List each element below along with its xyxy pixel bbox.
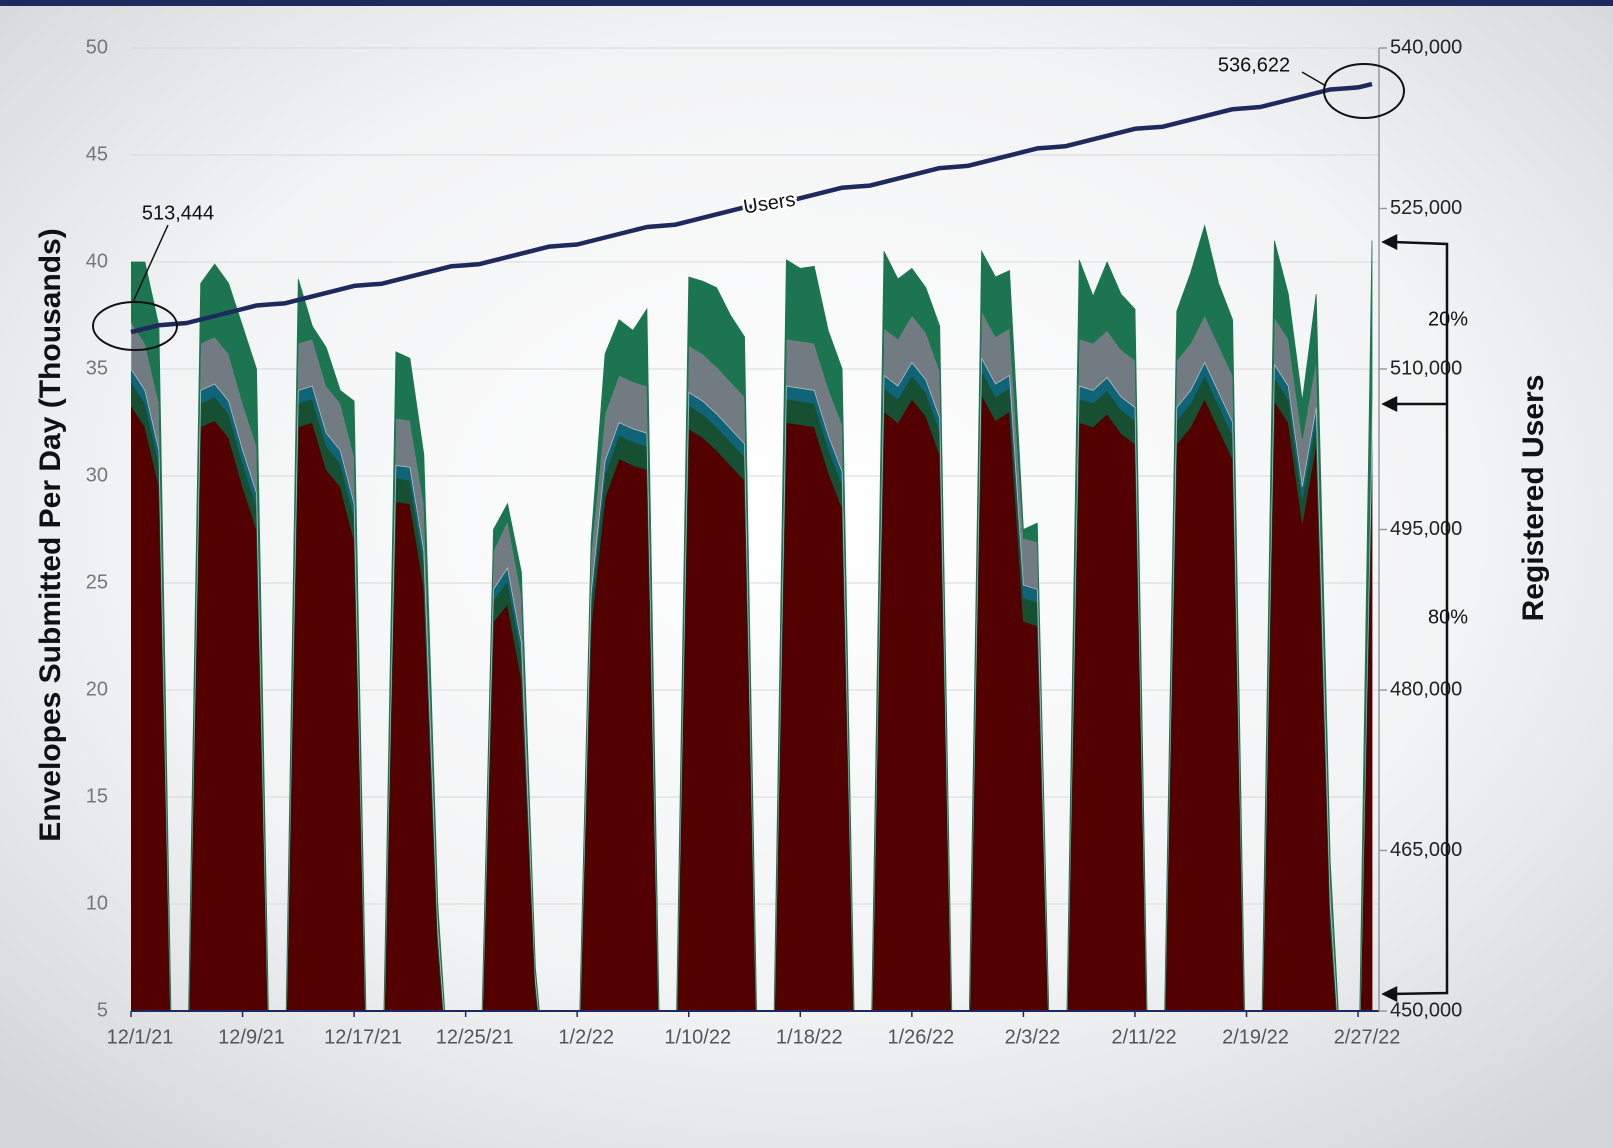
y-tick-label: 40 bbox=[86, 250, 108, 272]
x-tick-label: 2/3/22 bbox=[1005, 1026, 1061, 1048]
y2-axis-label: Registered Users bbox=[1517, 375, 1550, 622]
stacked-area bbox=[131, 309, 1373, 1011]
x-tick-label: 2/11/22 bbox=[1111, 1026, 1176, 1048]
y-tick-label: 10 bbox=[86, 892, 108, 914]
leader-line bbox=[1301, 71, 1327, 87]
stacked-area bbox=[131, 393, 1373, 1011]
x-tick-label: 12/9/21 bbox=[218, 1026, 285, 1048]
x-tick-label: 12/1/21 bbox=[107, 1026, 174, 1048]
y2-tick-label: 480,000 bbox=[1390, 678, 1462, 700]
y-tick-label: 20 bbox=[86, 678, 108, 700]
data-label: 513,444 bbox=[142, 202, 214, 224]
annotation: 20% bbox=[1428, 308, 1468, 330]
y2-tick-label: 495,000 bbox=[1390, 518, 1462, 540]
x-tick-label: 1/10/22 bbox=[664, 1026, 731, 1048]
y-tick-label: 25 bbox=[86, 571, 108, 593]
highlight-ellipse bbox=[1323, 63, 1405, 119]
data-label: 536,622 bbox=[1218, 54, 1290, 76]
annotation: 80% bbox=[1428, 606, 1468, 628]
stacked-area bbox=[131, 224, 1373, 1011]
y-tick-label: 30 bbox=[86, 464, 108, 486]
y-tick-label: 50 bbox=[86, 36, 108, 58]
y-axis-label: Envelopes Submitted Per Day (Thousands) bbox=[34, 228, 67, 841]
bracket bbox=[1381, 233, 1449, 1003]
x-tick-label: 2/19/22 bbox=[1222, 1026, 1289, 1048]
leader-line bbox=[132, 224, 169, 303]
x-tick-label: 12/25/21 bbox=[436, 1026, 514, 1048]
x-tick-label: 12/17/21 bbox=[324, 1026, 402, 1048]
top-bar bbox=[0, 0, 1613, 6]
highlight-ellipse bbox=[92, 301, 178, 351]
users-line bbox=[130, 81, 1373, 335]
x-tick-label: 1/26/22 bbox=[887, 1026, 954, 1048]
x-tick-label: 2/27/22 bbox=[1334, 1026, 1401, 1048]
y-tick-label: 5 bbox=[97, 999, 108, 1021]
y-tick-label: 45 bbox=[86, 143, 108, 165]
y2-tick-label: 525,000 bbox=[1390, 197, 1462, 219]
y2-tick-label: 510,000 bbox=[1390, 357, 1462, 379]
y2-tick-label: 540,000 bbox=[1390, 36, 1462, 58]
y2-tick-label: 465,000 bbox=[1390, 839, 1462, 861]
y-tick-label: 15 bbox=[86, 785, 108, 807]
y-tick-label: 35 bbox=[86, 357, 108, 379]
x-tick-label: 1/18/22 bbox=[776, 1026, 843, 1048]
y2-tick-label: 450,000 bbox=[1390, 999, 1462, 1021]
x-tick-label: 1/2/22 bbox=[558, 1026, 614, 1048]
stacked-area bbox=[131, 369, 1373, 1011]
